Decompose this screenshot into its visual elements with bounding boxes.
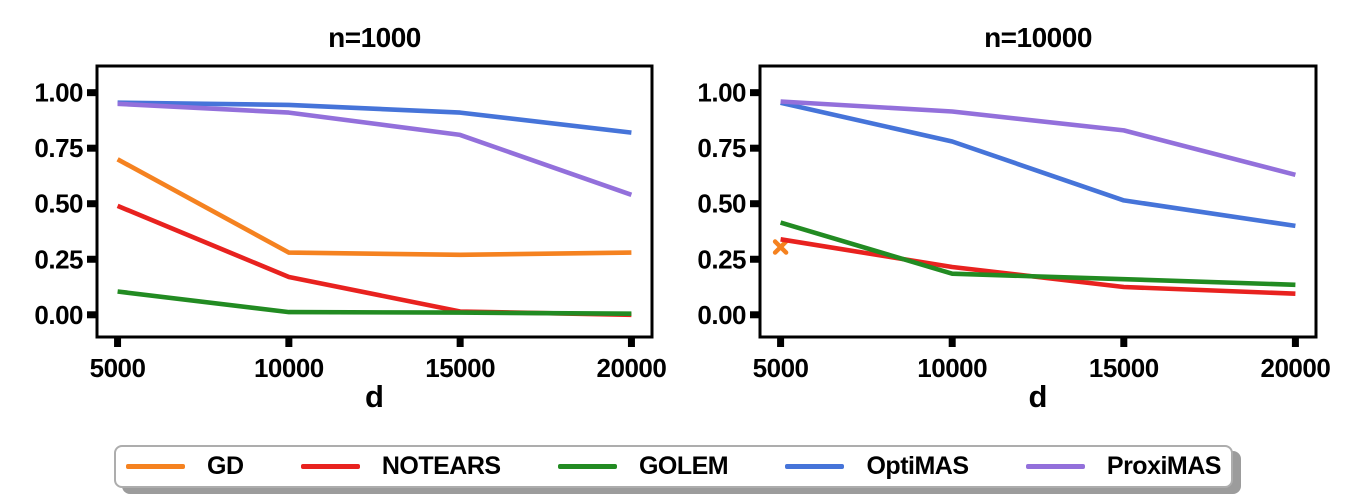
series-line-optimas [117, 100, 632, 135]
plot-title-left: n=1000 [328, 22, 421, 53]
series-line-optimas [780, 100, 1296, 229]
y-tick-label: 1.00 [697, 78, 746, 108]
x-tick [285, 338, 293, 347]
y-tick-label: 0.50 [697, 189, 746, 219]
series-line-golem [117, 289, 632, 316]
legend-label-notears: NOTEARS [381, 452, 501, 480]
x-tick [1291, 338, 1299, 347]
y-tick [87, 89, 96, 97]
series-line-gd [116, 157, 632, 258]
legend-label-optimas: OptiMAS [866, 452, 969, 480]
y-tick-label: 0.00 [697, 300, 746, 330]
x-tick-label: 10000 [917, 353, 987, 383]
y-tick [750, 200, 759, 208]
legend-label-gd: GD [207, 452, 244, 480]
x-axis-label-right: d [1028, 379, 1048, 414]
y-tick-label: 1.00 [34, 78, 83, 108]
legend-label-golem: GOLEM [638, 452, 729, 480]
x-tick [777, 338, 785, 347]
legend-box: GD NOTEARS GOLEM OptiMAS ProxiMAS [114, 445, 1233, 488]
y-tick-label: 0.50 [34, 189, 83, 219]
plots-svg: 5000 10000 15000 20000 0.00 0.25 0.50 0.75 1.00 5… [34, 64, 1331, 383]
x-tick-label: 20000 [597, 353, 667, 383]
y-tick [750, 255, 759, 263]
y-tick [750, 144, 759, 152]
x-axis-label-left: d [365, 379, 384, 414]
legend-item-gd: GD [126, 452, 244, 481]
legend-label-proximas: ProxiMAS [1106, 452, 1222, 480]
y-tick [750, 89, 759, 97]
x-tick-label: 20000 [1261, 353, 1331, 383]
y-tick [87, 144, 96, 152]
legend-line-proximas [1025, 464, 1085, 469]
x-tick [948, 338, 956, 347]
legend-item-proximas: ProxiMAS [1025, 452, 1222, 481]
y-tick-label: 0.75 [34, 133, 83, 163]
y-tick [87, 311, 96, 319]
legend-item-golem: GOLEM [557, 452, 729, 481]
axes-spine [95, 64, 654, 339]
series-marker-x-gd [772, 239, 789, 255]
y-tick [87, 200, 96, 208]
x-tick [627, 338, 635, 347]
y-tick-label: 0.25 [34, 244, 83, 274]
x-tick [114, 338, 122, 347]
x-tick [1120, 338, 1128, 347]
y-tick-label: 0.00 [34, 300, 83, 330]
plot-title-right: n=10000 [984, 22, 1092, 53]
x-tick-label: 15000 [1089, 353, 1159, 383]
x-tick-label: 5000 [90, 353, 146, 383]
x-tick-label: 5000 [753, 353, 809, 383]
series-line-proximas [117, 101, 633, 197]
x-tick-label: 10000 [254, 353, 324, 383]
x-tick-label: 15000 [425, 353, 495, 383]
y-tick [87, 255, 96, 263]
legend-item-optimas: OptiMAS [785, 452, 969, 481]
axes-spine [758, 64, 1318, 339]
y-tick [750, 311, 759, 319]
x-tick [456, 338, 464, 347]
legend-line-notears [300, 464, 360, 469]
y-tick-label: 0.75 [697, 133, 746, 163]
series-line-golem [779, 220, 1296, 288]
legend-line-golem [557, 464, 617, 469]
series-line-proximas [780, 99, 1296, 178]
y-tick-label: 0.25 [697, 244, 746, 274]
legend-item-notears: NOTEARS [300, 452, 501, 481]
legend-line-gd [126, 464, 185, 469]
legend-line-optimas [785, 464, 845, 469]
